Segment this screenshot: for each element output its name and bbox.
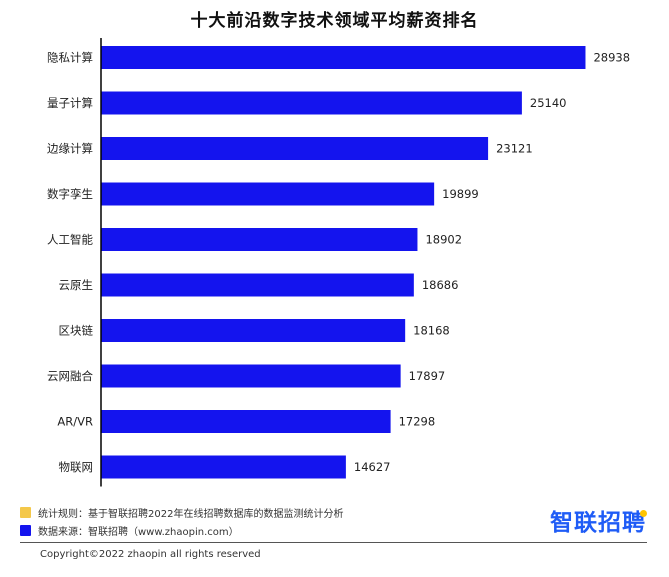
bar [101,273,414,297]
brand-logo-text: 智联招聘 [550,510,646,536]
category-label: 量子计算 [47,96,93,110]
category-label: 人工智能 [47,233,93,247]
footnote-rule-swatch [20,507,31,518]
bar [101,455,346,479]
category-label: 云网融合 [47,369,93,383]
footnote-source: 数据来源：智联招聘（www.zhaopin.com） [20,523,239,538]
footnote-source-swatch [20,525,31,536]
category-label: 物联网 [59,460,94,474]
footnote-rule-text: 统计规则：基于智联招聘2022年在线招聘数据库的数据监测统计分析 [38,509,344,520]
footnote-rule: 统计规则：基于智联招聘2022年在线招聘数据库的数据监测统计分析 [20,505,343,520]
value-label: 28938 [593,51,630,65]
category-label: 区块链 [59,324,94,338]
bar [101,137,489,160]
value-label: 17897 [409,369,446,383]
category-label: 隐私计算 [47,51,93,65]
footnote-source-text: 数据来源：智联招聘（www.zhaopin.com） [38,527,239,538]
value-label: 18902 [425,233,462,247]
value-label: 14627 [354,460,391,474]
category-label: AR/VR [57,415,93,429]
bar [101,228,418,251]
bar [101,91,522,115]
category-label: 边缘计算 [47,142,93,156]
brand-logo: 智联招聘 [550,503,647,537]
bar-chart: 隐私计算 28938 量子计算 25140 边缘计算 23121 数字孪生 19899 人工智能… [47,38,630,487]
footer-divider [20,542,647,543]
copyright-text: Copyright©2022 zhaopin all rights reserv… [40,549,261,560]
bar [101,364,401,388]
value-label: 23121 [496,142,533,156]
value-label: 18686 [422,278,459,292]
bar [101,182,435,206]
category-label: 数字孪生 [47,187,93,201]
value-label: 17298 [399,415,436,429]
bar [101,46,586,69]
value-label: 25140 [530,96,567,110]
bar [101,319,406,342]
value-label: 18168 [413,324,450,338]
category-label: 云原生 [59,278,94,292]
value-label: 19899 [442,187,479,201]
bar [101,410,391,433]
brand-logo-dot [640,509,647,517]
chart-title: 十大前沿数字技术领域平均薪资排名 [190,11,479,31]
